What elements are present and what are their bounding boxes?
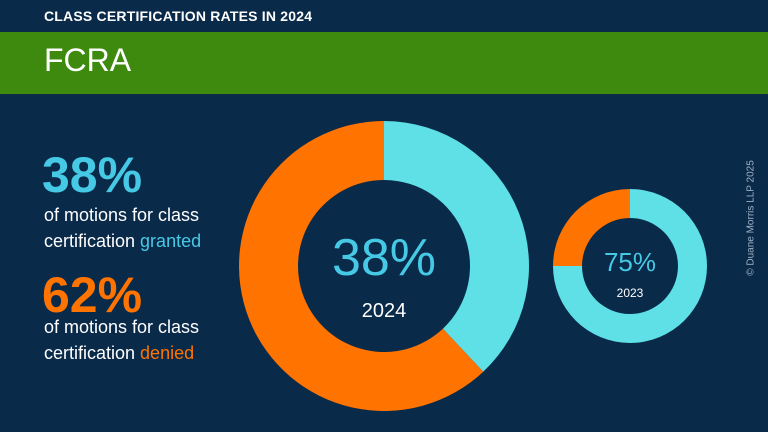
granted-description: of motions for class certification grant…	[44, 202, 201, 254]
donut-2024-center-year: 2024	[361, 300, 407, 322]
title-banner: FCRA	[0, 32, 768, 94]
donut-2024-center-value: 38%	[331, 229, 437, 287]
granted-word: granted	[140, 231, 202, 251]
denied-line-2: certification denied	[44, 340, 199, 366]
denied-description: of motions for class certification denie…	[44, 314, 199, 366]
denied-line-1: of motions for class	[44, 317, 200, 337]
donut-2023-center-year: 2023	[616, 286, 644, 300]
donut-2024-slice-denied	[239, 120, 484, 411]
granted-line-2: certification granted	[44, 228, 201, 254]
denied-percentage: 62%	[42, 267, 143, 323]
donut-2023-slice-granted	[553, 189, 707, 343]
denied-line-2-prefix: certification	[44, 343, 141, 363]
donut-2023-slice-denied	[553, 189, 630, 266]
granted-percentage: 38%	[42, 147, 143, 203]
donut-2023-center-value: 75%	[603, 247, 657, 277]
denied-word: denied	[140, 343, 195, 363]
donut-2024-slice-granted	[384, 121, 529, 372]
granted-line-1: of motions for class	[44, 205, 200, 225]
page-title: FCRA	[44, 42, 132, 78]
chart-subtitle: CLASS CERTIFICATION RATES IN 2024	[44, 8, 313, 24]
granted-line-2-prefix: certification	[44, 231, 141, 251]
copyright-notice: © Duane Morris LLP 2025	[745, 160, 757, 276]
